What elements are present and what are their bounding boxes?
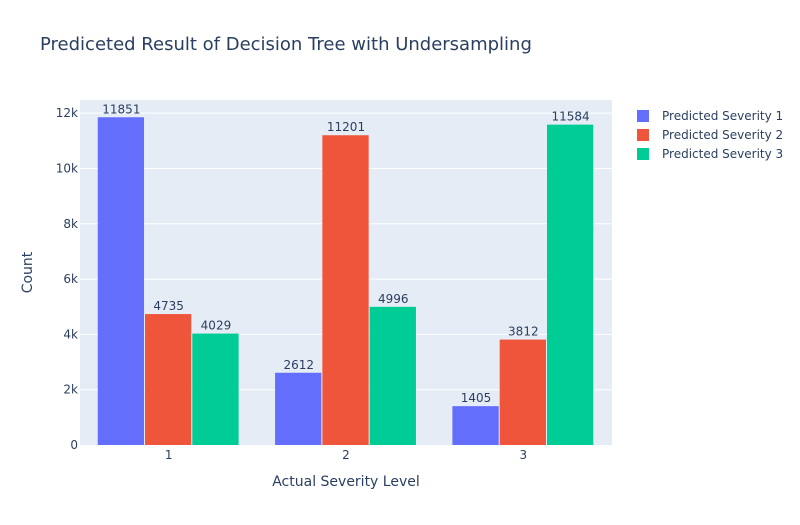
legend-item[interactable]: Predicted Severity 1 [637, 109, 783, 123]
bar-value-label: 1405 [461, 391, 492, 405]
x-tick-label: 1 [165, 448, 173, 462]
legend[interactable]: Predicted Severity 1 Predicted Severity 2… [637, 109, 783, 161]
x-axis-label: Actual Severity Level [272, 474, 420, 490]
legend-item[interactable]: Predicted Severity 3 [637, 147, 783, 161]
legend-item[interactable]: Predicted Severity 2 [637, 128, 783, 142]
bar[interactable] [369, 306, 416, 445]
bar-value-label: 4996 [378, 292, 409, 306]
bar[interactable] [452, 406, 499, 445]
bar[interactable] [145, 314, 192, 445]
bar-value-label: 11851 [102, 102, 140, 116]
legend-swatch [637, 148, 649, 160]
bar[interactable] [499, 339, 546, 445]
bar-value-label: 4029 [201, 319, 232, 333]
y-axis-ticks: 0 2k 4k 6k 8k 10k 12k [56, 106, 78, 452]
bar-value-label: 4735 [153, 299, 184, 313]
bar-labels: 11851 4735 4029 2612 11201 4996 1405 3812 11584 [102, 102, 589, 405]
y-tick-label: 10k [56, 161, 78, 175]
x-axis-ticks: 1 2 3 [165, 448, 527, 462]
y-tick-label: 8k [63, 217, 78, 231]
bar[interactable] [97, 117, 145, 446]
y-tick-label: 0 [70, 438, 78, 452]
y-axis-label: Count [20, 251, 36, 293]
bar[interactable] [275, 372, 322, 445]
bar[interactable] [192, 333, 239, 445]
legend-label: Predicted Severity 2 [662, 128, 783, 142]
x-tick-label: 2 [342, 448, 350, 462]
legend-swatch [637, 129, 649, 141]
bar-value-label: 11201 [327, 120, 365, 134]
legend-swatch [637, 110, 649, 122]
y-tick-label: 6k [63, 272, 78, 286]
bar[interactable] [322, 135, 369, 446]
y-tick-label: 12k [56, 106, 78, 120]
bars [97, 117, 594, 446]
y-tick-label: 4k [63, 327, 78, 341]
legend-label: Predicted Severity 3 [662, 147, 783, 161]
bar-value-label: 3812 [508, 325, 539, 339]
bar-value-label: 11584 [552, 110, 590, 124]
chart-title: Prediceted Result of Decision Tree with … [40, 34, 532, 55]
bar-value-label: 2612 [283, 358, 314, 372]
y-tick-label: 2k [63, 383, 78, 397]
legend-label: Predicted Severity 1 [662, 109, 783, 123]
bar[interactable] [546, 124, 594, 446]
x-tick-label: 3 [520, 448, 528, 462]
